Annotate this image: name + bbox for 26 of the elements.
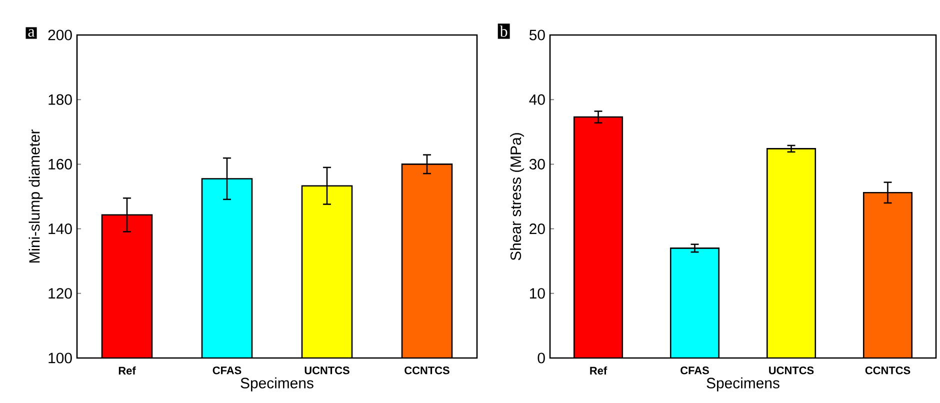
x-tick-label: UCNTCS xyxy=(304,366,350,374)
y-tick-label: 100 xyxy=(48,352,72,364)
y-tick-label: 140 xyxy=(48,224,72,234)
y-tick-label: 180 xyxy=(48,94,72,105)
x-tick-label: Ref xyxy=(118,366,136,375)
x-tick-label: CCNTCS xyxy=(865,366,910,374)
x-tick-label: Ref xyxy=(590,366,608,375)
chart-title: a xyxy=(28,29,35,37)
x-axis-title: Specimens xyxy=(240,377,314,392)
y-tick-label: 200 xyxy=(48,30,72,40)
y-tick-label: 40 xyxy=(529,94,545,105)
chart-title: b xyxy=(500,26,508,37)
y-tick-label: 50 xyxy=(529,30,545,40)
x-tick-label: CFAS xyxy=(680,366,709,374)
y-axis-title: Shear stress (MPa) xyxy=(510,133,524,260)
y-tick-label: 30 xyxy=(529,158,545,170)
x-axis-title: Specimens xyxy=(706,377,780,392)
x-tick-label: CCNTCS xyxy=(404,366,450,374)
y-tick-label: 0 xyxy=(538,352,545,364)
y-tick-label: 120 xyxy=(48,288,72,299)
x-tick-label: UCNTCS xyxy=(769,366,814,374)
y-axis-title: Mini-slump diameter xyxy=(28,130,43,263)
y-tick-label: 160 xyxy=(48,158,72,170)
y-tick-label: 20 xyxy=(530,224,545,234)
x-tick-label: CFAS xyxy=(212,366,242,374)
y-tick-label: 10 xyxy=(530,288,545,299)
